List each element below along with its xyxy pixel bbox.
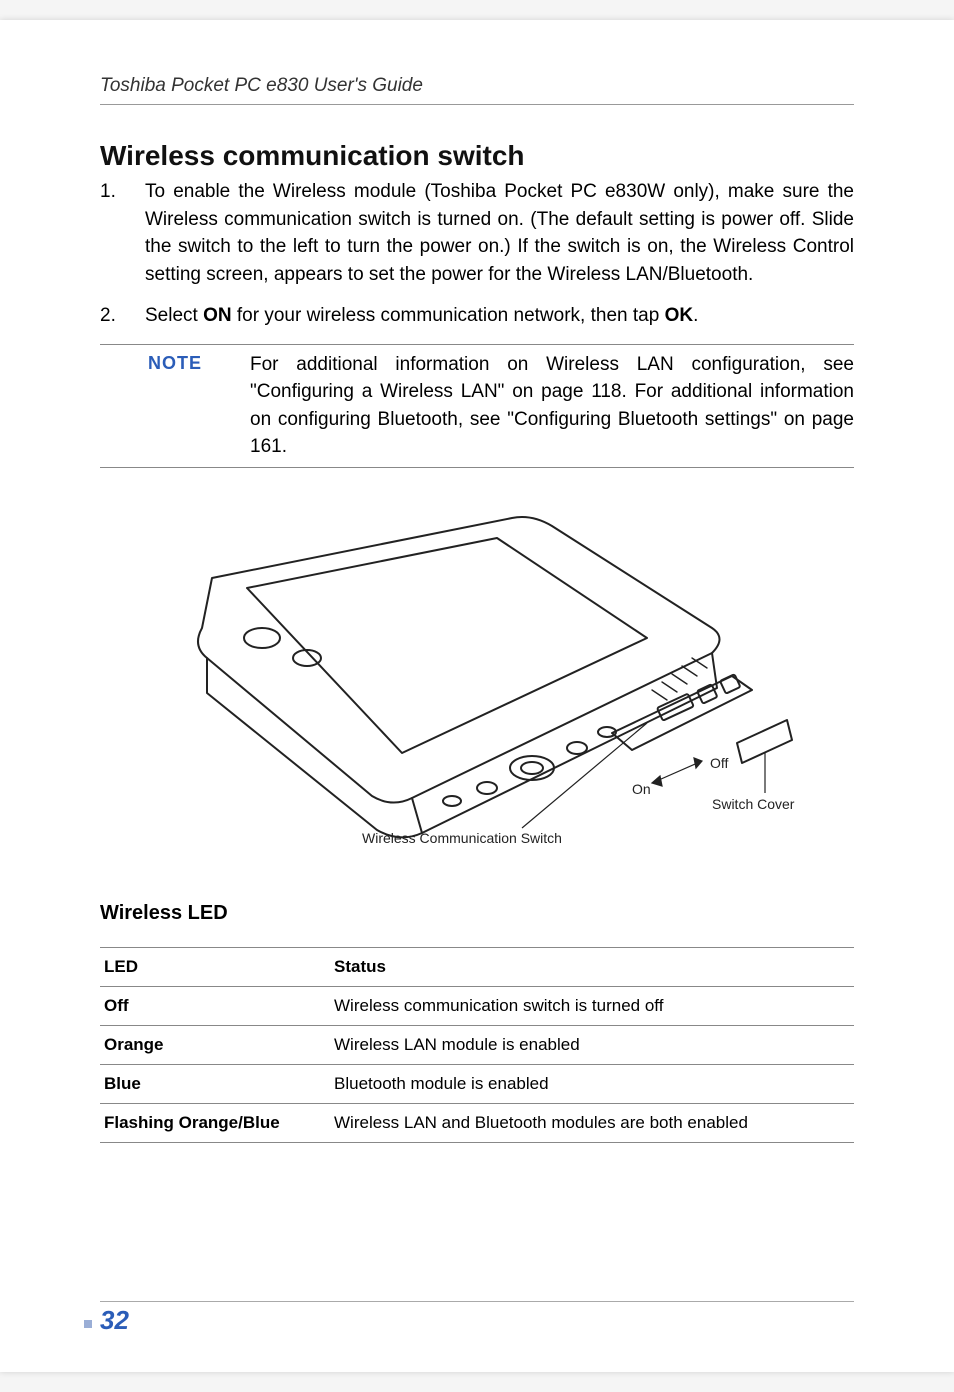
note-label: NOTE: [100, 351, 250, 461]
subsection-heading: Wireless LED: [100, 902, 854, 925]
figure-caption: Wireless Communication Switch: [362, 830, 562, 846]
ordered-item-1: 1. To enable the Wireless module (Toshib…: [100, 178, 854, 288]
header-title: Toshiba Pocket PC e830 User's Guide: [100, 75, 854, 97]
list-number: 1.: [100, 178, 145, 288]
wireless-led-table: LED Status Off Wireless communication sw…: [100, 947, 854, 1143]
cell-status: Wireless communication switch is turned …: [330, 986, 854, 1025]
switch-cover-label: Switch Cover: [712, 796, 794, 812]
on-label: On: [632, 781, 651, 797]
th-led: LED: [100, 947, 330, 986]
cell-status: Bluetooth module is enabled: [330, 1064, 854, 1103]
cell-led: Flashing Orange/Blue: [100, 1103, 330, 1142]
page: Toshiba Pocket PC e830 User's Guide Wire…: [0, 20, 954, 1372]
note-text: For additional information on Wireless L…: [250, 351, 854, 461]
page-number-ornament: [84, 1320, 92, 1328]
note-callout: NOTE For additional information on Wirel…: [100, 344, 854, 468]
footer-rule: [100, 1301, 854, 1302]
device-svg: [152, 498, 802, 858]
device-figure: Wireless Communication Switch On Off Swi…: [152, 498, 802, 878]
th-status: Status: [330, 947, 854, 986]
cell-status: Wireless LAN and Bluetooth modules are b…: [330, 1103, 854, 1142]
list-number: 2.: [100, 302, 145, 330]
table-row: Flashing Orange/Blue Wireless LAN and Bl…: [100, 1103, 854, 1142]
table-row: Off Wireless communication switch is tur…: [100, 986, 854, 1025]
header-rule: [100, 104, 854, 105]
section-heading: Wireless communication switch: [100, 140, 854, 172]
ordered-item-2: 2. Select ON for your wireless communica…: [100, 302, 854, 330]
list-text: Select ON for your wireless communicatio…: [145, 302, 854, 330]
cell-led: Orange: [100, 1025, 330, 1064]
table-row: Blue Bluetooth module is enabled: [100, 1064, 854, 1103]
list-text: To enable the Wireless module (Toshiba P…: [145, 178, 854, 288]
page-number: 32: [100, 1305, 129, 1336]
cell-led: Off: [100, 986, 330, 1025]
cell-status: Wireless LAN module is enabled: [330, 1025, 854, 1064]
cell-led: Blue: [100, 1064, 330, 1103]
table-row: Orange Wireless LAN module is enabled: [100, 1025, 854, 1064]
off-label: Off: [710, 755, 728, 771]
